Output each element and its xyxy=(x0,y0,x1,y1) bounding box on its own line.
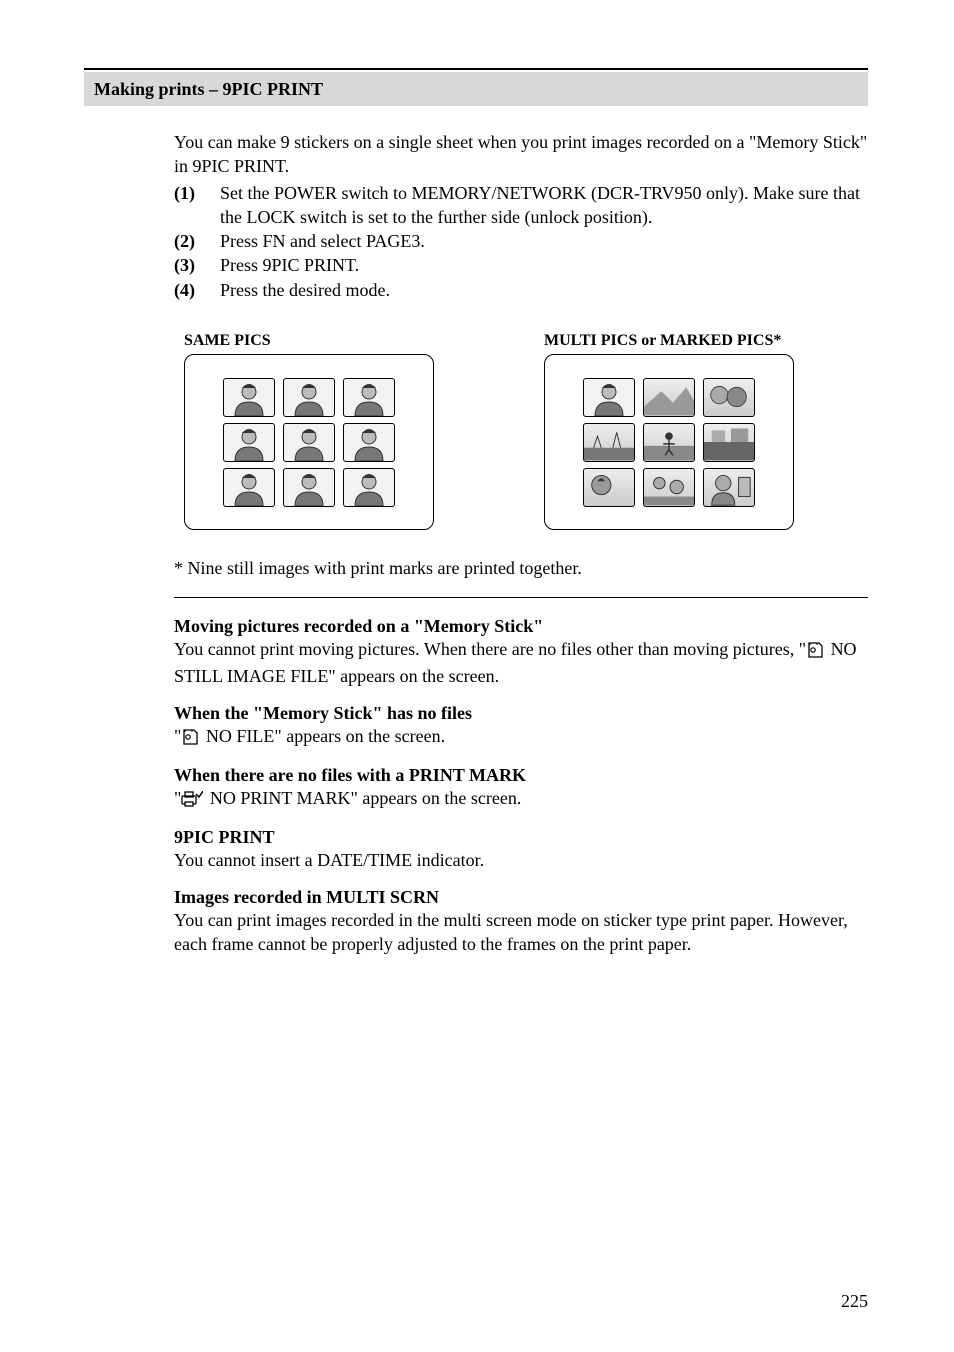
note-body: You cannot print moving pictures. When t… xyxy=(174,637,868,689)
thumb xyxy=(343,423,395,462)
step-4: (4) Press the desired mode. xyxy=(174,278,868,302)
figure-multi-pics: MULTI PICS or MARKED PICS* xyxy=(544,332,794,530)
thumb xyxy=(643,378,695,417)
figure-caption: * Nine still images with print marks are… xyxy=(174,558,868,579)
figure-same-pics-label: SAME PICS xyxy=(184,332,434,350)
intro-paragraph: You can make 9 stickers on a single shee… xyxy=(174,130,868,179)
figure-multi-pics-label: MULTI PICS or MARKED PICS* xyxy=(544,332,794,350)
thumb xyxy=(703,468,755,507)
step-2-num: (2) xyxy=(174,229,210,253)
thumb xyxy=(583,423,635,462)
step-4-num: (4) xyxy=(174,278,210,302)
print-frame-right xyxy=(544,354,794,530)
divider xyxy=(174,597,868,598)
thumb xyxy=(643,468,695,507)
note-body: You can print images recorded in the mul… xyxy=(174,908,868,957)
print-frame-left xyxy=(184,354,434,530)
section-heading-text: Making prints – 9PIC PRINT xyxy=(94,79,323,100)
thumb xyxy=(223,468,275,507)
step-2: (2) Press FN and select PAGE3. xyxy=(174,229,868,253)
note-heading: When there are no files with a PRINT MAR… xyxy=(174,765,868,786)
section-heading-bar: Making prints – 9PIC PRINT xyxy=(84,72,868,106)
thumb xyxy=(283,423,335,462)
step-1-text: Set the POWER switch to MEMORY/NETWORK (… xyxy=(220,181,868,230)
step-1: (1) Set the POWER switch to MEMORY/NETWO… xyxy=(174,181,868,230)
step-1-num: (1) xyxy=(174,181,210,230)
page-number: 225 xyxy=(841,1291,868,1312)
note-heading: Moving pictures recorded on a "Memory St… xyxy=(174,616,868,637)
steps-list: (1) Set the POWER switch to MEMORY/NETWO… xyxy=(174,181,868,302)
thumb xyxy=(703,378,755,417)
thumb xyxy=(343,468,395,507)
thumb xyxy=(283,378,335,417)
thumb xyxy=(703,423,755,462)
step-3: (3) Press 9PIC PRINT. xyxy=(174,253,868,277)
step-4-text: Press the desired mode. xyxy=(220,278,868,302)
thumb xyxy=(583,468,635,507)
print-mark-icon xyxy=(181,789,203,813)
thumb xyxy=(283,468,335,507)
thumb xyxy=(223,423,275,462)
step-3-text: Press 9PIC PRINT. xyxy=(220,253,868,277)
note-body: You cannot insert a DATE/TIME indicator. xyxy=(174,848,868,872)
thumb xyxy=(643,423,695,462)
figures-row: SAME PICS MULTI xyxy=(184,332,868,530)
note-heading: When the "Memory Stick" has no files xyxy=(174,703,868,724)
note-heading: Images recorded in MULTI SCRN xyxy=(174,887,868,908)
thumb xyxy=(223,378,275,417)
step-3-num: (3) xyxy=(174,253,210,277)
memory-stick-icon xyxy=(181,727,199,751)
memory-stick-icon xyxy=(806,640,824,664)
step-2-text: Press FN and select PAGE3. xyxy=(220,229,868,253)
note-heading: 9PIC PRINT xyxy=(174,827,868,848)
thumb xyxy=(583,378,635,417)
top-rule xyxy=(84,68,868,70)
note-body: " NO PRINT MARK" appears on the screen. xyxy=(174,786,868,813)
thumb xyxy=(343,378,395,417)
figure-same-pics: SAME PICS xyxy=(184,332,434,530)
note-body: " NO FILE" appears on the screen. xyxy=(174,724,868,751)
